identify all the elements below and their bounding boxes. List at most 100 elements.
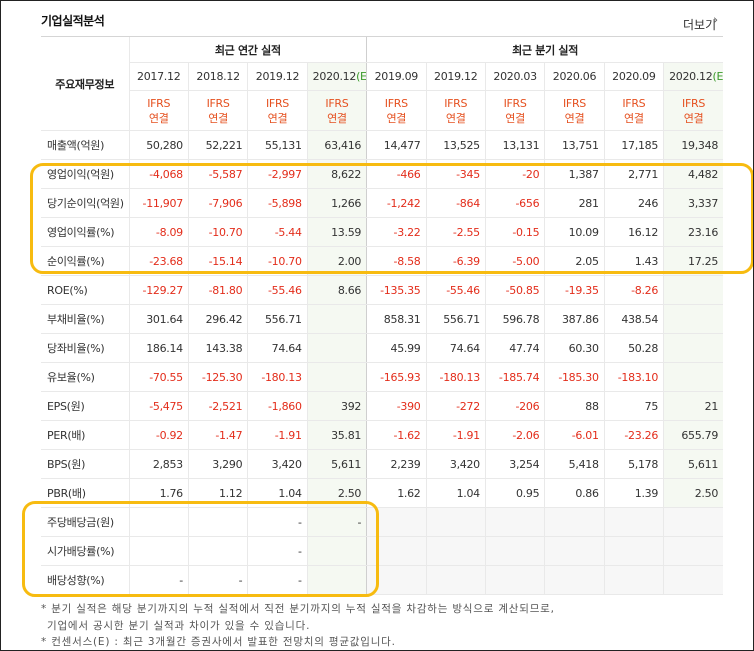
value-cell: 50.28 bbox=[603, 333, 664, 363]
standard: IFRS bbox=[265, 96, 289, 110]
value: 50.28 bbox=[628, 341, 659, 355]
value-cell bbox=[544, 507, 605, 537]
value: 3,420 bbox=[271, 457, 302, 471]
footnote: 기업에서 공시한 분기 실적과 차이가 있을 수 있습니다. bbox=[47, 619, 311, 632]
value-cell: -1,860 bbox=[247, 391, 308, 421]
period-cell: 2020.12(E) bbox=[306, 62, 367, 91]
value: - bbox=[298, 573, 302, 587]
standard: IFRS bbox=[325, 96, 349, 110]
value: 1.76 bbox=[159, 486, 184, 500]
value-cell: -2.55 bbox=[425, 217, 486, 247]
value-cell: 556.71 bbox=[247, 304, 308, 334]
value: 392 bbox=[341, 399, 362, 413]
row-label-cell: 영업이익률(%) bbox=[41, 217, 129, 247]
standard-cell: IFRS 연결 bbox=[663, 90, 724, 131]
period-row: 2017.122018.122019.122020.12(E)2019.0920… bbox=[41, 62, 724, 91]
value: -70.55 bbox=[149, 370, 183, 384]
value: -135.35 bbox=[380, 283, 421, 297]
value: -0.15 bbox=[512, 225, 540, 239]
value: - bbox=[298, 515, 302, 529]
standard: IFRS bbox=[503, 96, 527, 110]
data-row: 주당배당금(원) - - bbox=[41, 507, 724, 537]
more-link[interactable]: 더보기 bbox=[683, 18, 717, 32]
data-row: PBR(배) 1.76 1.12 1.04 2.50 1.62 1.04 0.95 0.86 1.… bbox=[41, 478, 724, 508]
value: -165.93 bbox=[380, 370, 421, 384]
period: 2020.12 bbox=[669, 70, 713, 83]
row-label: EPS(원) bbox=[47, 400, 85, 413]
row-label-cell: 주당배당금(원) bbox=[41, 507, 129, 537]
row-label: PBR(배) bbox=[47, 487, 86, 500]
value: -180.13 bbox=[439, 370, 481, 384]
value-cell: 3,290 bbox=[187, 449, 248, 479]
row-label: 영업이익률(%) bbox=[47, 226, 115, 239]
value-cell: -185.74 bbox=[484, 362, 545, 392]
row-header-text: 주요재무정보 bbox=[55, 77, 115, 91]
row-label-cell: 당기순이익(억원) bbox=[41, 188, 129, 218]
footnote: * 분기 실적은 해당 분기까지의 누적 실적에서 직전 분기까지의 누적 실적… bbox=[41, 603, 555, 615]
value: 13,751 bbox=[561, 138, 599, 152]
value-cell: -6.01 bbox=[544, 420, 605, 450]
section-title: 기업실적분석 bbox=[41, 14, 105, 28]
standard: IFRS bbox=[622, 96, 646, 110]
value-cell: -206 bbox=[484, 391, 545, 421]
value-cell: 296.42 bbox=[187, 304, 248, 334]
value-cell bbox=[306, 536, 367, 566]
standard-cell: IFRS 연결 bbox=[247, 90, 308, 131]
value: 0.95 bbox=[515, 486, 540, 500]
value-cell: 47.74 bbox=[484, 333, 545, 363]
value: -0.92 bbox=[155, 428, 183, 442]
value-cell bbox=[306, 333, 367, 363]
period: 2017.12 bbox=[137, 70, 181, 83]
value-cell: 19,348 bbox=[663, 130, 724, 160]
value: 186.14 bbox=[146, 341, 183, 355]
value: -6.01 bbox=[571, 428, 599, 442]
value-cell: - bbox=[306, 507, 367, 537]
value: -5,587 bbox=[208, 167, 243, 181]
value-cell bbox=[306, 304, 367, 334]
value-cell: -5.44 bbox=[247, 217, 308, 247]
value: 19,348 bbox=[681, 138, 719, 152]
value-cell: 2,239 bbox=[366, 449, 426, 479]
row-label: 영업이익(억원) bbox=[47, 168, 114, 181]
value: -15.14 bbox=[208, 254, 243, 268]
row-label-cell: 당좌비율(%) bbox=[41, 333, 129, 363]
standard: IFRS bbox=[444, 96, 468, 110]
value: -390 bbox=[396, 399, 421, 413]
value-cell: -183.10 bbox=[603, 362, 664, 392]
value-cell bbox=[187, 507, 248, 537]
value-cell: -55.46 bbox=[425, 275, 486, 305]
value-cell: 63,416 bbox=[306, 130, 367, 160]
period-cell: 2019.12 bbox=[247, 62, 308, 91]
value-cell bbox=[425, 536, 486, 566]
value-cell: 5,418 bbox=[544, 449, 605, 479]
standard: IFRS bbox=[384, 96, 408, 110]
more-arrow[interactable]: › bbox=[713, 13, 719, 28]
highlight-box bbox=[22, 501, 379, 597]
value-cell: 5,178 bbox=[603, 449, 664, 479]
value: -4,068 bbox=[149, 167, 183, 181]
value: 596.78 bbox=[502, 312, 540, 326]
value-cell: -2.06 bbox=[484, 420, 545, 450]
value-cell bbox=[663, 507, 724, 537]
value: -23.26 bbox=[624, 428, 659, 442]
value: -11,907 bbox=[142, 196, 184, 210]
value: 35.81 bbox=[331, 428, 362, 442]
value: 0.86 bbox=[575, 486, 599, 500]
period-cell: 2017.12 bbox=[128, 62, 189, 91]
period: 2018.12 bbox=[196, 70, 240, 83]
value-cell bbox=[663, 304, 724, 334]
value-cell: -55.46 bbox=[247, 275, 308, 305]
value-cell: 13,131 bbox=[484, 130, 545, 160]
value: 387.86 bbox=[561, 312, 599, 326]
row-label: 시가배당률(%) bbox=[47, 545, 115, 558]
row-label: ROE(%) bbox=[47, 283, 88, 297]
value: -10.70 bbox=[268, 254, 302, 268]
value-cell bbox=[663, 362, 724, 392]
value-cell bbox=[187, 536, 248, 566]
value-cell: -8.26 bbox=[603, 275, 664, 305]
value: -20 bbox=[522, 167, 540, 181]
value-cell: 50,280 bbox=[128, 130, 189, 160]
value: -272 bbox=[456, 399, 480, 413]
value-cell: -185.30 bbox=[544, 362, 605, 392]
standard-cell: IFRS 연결 bbox=[425, 90, 486, 131]
